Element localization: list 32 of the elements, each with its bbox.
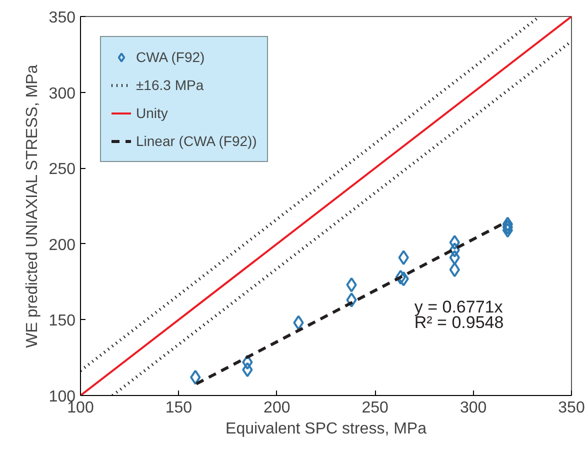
point: [502, 216, 514, 232]
legend-label: ±16.3 MPa: [136, 77, 204, 93]
point: [242, 362, 253, 378]
point: [449, 250, 460, 266]
y-tick-label: 150: [48, 312, 76, 330]
point: [346, 277, 357, 292]
point: [502, 222, 514, 238]
y-tick-label: 250: [48, 161, 76, 178]
point: [398, 250, 409, 266]
x-tick-label: 200: [264, 400, 290, 416]
x-tick-label: 300: [460, 400, 487, 416]
point: [449, 262, 460, 278]
y-tick-label: 200: [48, 236, 76, 254]
legend-label: CWA (F92): [136, 49, 205, 65]
y-axis-title: WE predicted UNIAXIAL STRESS, MPa: [24, 64, 41, 348]
x-tick-label: 250: [362, 400, 389, 416]
point: [502, 220, 514, 235]
point: [242, 354, 253, 370]
point: [190, 370, 201, 385]
y-tick-label: 300: [48, 85, 76, 102]
x-tick-label: 150: [165, 400, 192, 416]
point: [395, 270, 406, 285]
legend-label: Linear (CWA (F92)): [136, 133, 257, 149]
point: [346, 292, 357, 308]
point: [293, 315, 304, 330]
x-axis-title: Equivalent SPC stress, MPa: [226, 420, 427, 438]
x-tick-label: 350: [558, 400, 585, 416]
point: [449, 234, 460, 250]
y-tick-label: 350: [48, 10, 76, 26]
point: [449, 242, 460, 258]
legend-label: Unity: [136, 105, 168, 121]
point: [398, 271, 409, 286]
